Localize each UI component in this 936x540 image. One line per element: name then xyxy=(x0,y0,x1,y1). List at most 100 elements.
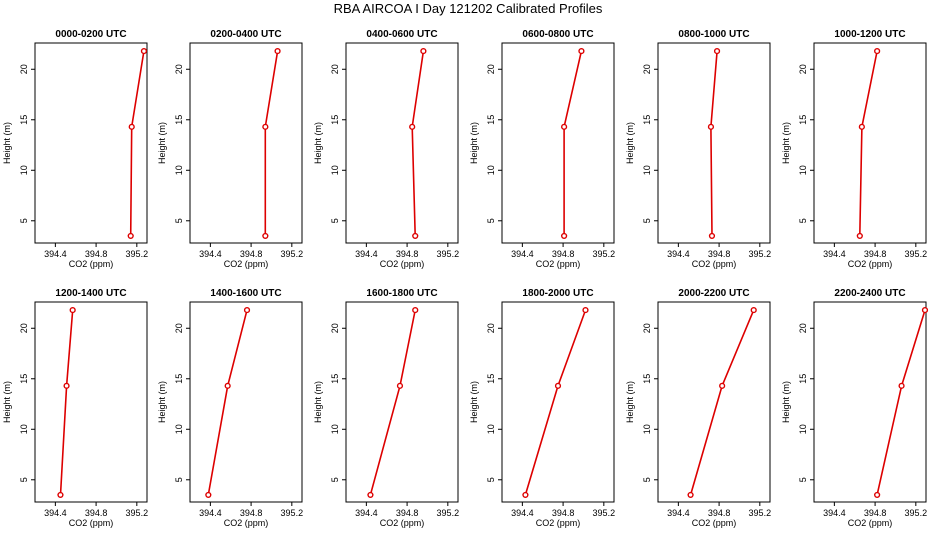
plot-frame xyxy=(813,42,927,244)
data-point xyxy=(874,47,881,55)
y-tick-label: 10 xyxy=(174,165,184,175)
profile-line xyxy=(563,50,583,236)
y-tick-label: 5 xyxy=(174,477,184,482)
y-axis-label: Height (m) xyxy=(469,381,479,423)
profile-line xyxy=(859,50,878,236)
data-point xyxy=(128,123,135,130)
x-tick-label: 394.8 xyxy=(708,249,731,259)
profile-panel: 0000-0200 UTC 394.4 394.8 395.2 5 10 15 20 CO2 (… xyxy=(2,29,148,269)
panel-title: 1400-1600 UTC xyxy=(210,288,281,299)
profile-line xyxy=(129,50,145,236)
x-tick-label: 394.4 xyxy=(355,249,378,259)
y-tick-label: 20 xyxy=(642,323,652,333)
data-point xyxy=(140,47,148,55)
y-tick-label: 10 xyxy=(330,424,340,434)
data-point xyxy=(205,491,212,499)
y-tick-label: 5 xyxy=(642,218,652,223)
y-tick-label: 5 xyxy=(330,218,340,223)
x-tick-label: 394.4 xyxy=(44,249,67,259)
plot-frame xyxy=(189,301,303,503)
y-tick-label: 15 xyxy=(642,115,652,125)
x-axis-label: CO2 (ppm) xyxy=(380,259,425,269)
x-tick-label: 394.8 xyxy=(85,508,108,518)
x-axis-label: CO2 (ppm) xyxy=(69,259,114,269)
data-point xyxy=(582,306,589,314)
x-axis-label: CO2 (ppm) xyxy=(224,259,269,269)
x-axis-label: CO2 (ppm) xyxy=(848,259,893,269)
y-tick-label: 10 xyxy=(486,165,496,175)
y-tick-label: 15 xyxy=(330,115,340,125)
data-point xyxy=(262,232,269,240)
y-tick-label: 15 xyxy=(19,374,29,384)
y-axis-label: Height (m) xyxy=(781,381,791,423)
x-tick-label: 394.4 xyxy=(667,508,690,518)
x-tick-label: 395.2 xyxy=(126,508,149,518)
x-tick-label: 395.2 xyxy=(749,508,772,518)
y-tick-label: 15 xyxy=(486,374,496,384)
profile-panel: 2000-2200 UTC 394.4 394.8 395.2 5 10 15 20 CO2 (… xyxy=(625,288,771,528)
x-tick-label: 394.4 xyxy=(355,508,378,518)
y-tick-label: 20 xyxy=(486,323,496,333)
y-tick-label: 20 xyxy=(798,64,808,74)
y-tick-label: 15 xyxy=(19,115,29,125)
y-tick-label: 20 xyxy=(174,323,184,333)
plot-frame xyxy=(345,42,459,244)
x-axis-label: CO2 (ppm) xyxy=(848,518,893,528)
page-title: RBA AIRCOA I Day 121202 Calibrated Profi… xyxy=(333,1,603,16)
profile-panel: 1400-1600 UTC 394.4 394.8 395.2 5 10 15 20 CO2 (… xyxy=(157,288,303,528)
y-tick-label: 5 xyxy=(486,218,496,223)
data-point xyxy=(412,232,419,240)
y-tick-label: 10 xyxy=(642,165,652,175)
x-tick-label: 394.4 xyxy=(511,508,534,518)
data-point xyxy=(719,382,726,389)
y-axis-label: Height (m) xyxy=(157,381,167,423)
plot-frame xyxy=(501,42,615,244)
profile-line xyxy=(710,51,718,236)
y-tick-label: 15 xyxy=(174,115,184,125)
panel-title: 2200-2400 UTC xyxy=(834,288,905,299)
data-point xyxy=(63,382,70,389)
data-point xyxy=(69,306,76,314)
x-tick-label: 394.4 xyxy=(667,249,690,259)
x-tick-label: 395.2 xyxy=(281,249,304,259)
y-tick-label: 20 xyxy=(642,64,652,74)
data-point xyxy=(687,491,694,499)
y-tick-label: 5 xyxy=(19,218,29,223)
x-axis-label: CO2 (ppm) xyxy=(692,518,737,528)
data-point xyxy=(561,232,568,240)
data-point xyxy=(243,306,251,314)
profile-line xyxy=(411,50,425,236)
y-tick-label: 15 xyxy=(174,374,184,384)
y-tick-label: 10 xyxy=(19,424,29,434)
plot-frame xyxy=(34,301,148,503)
x-axis-label: CO2 (ppm) xyxy=(536,518,581,528)
y-tick-label: 5 xyxy=(330,477,340,482)
plot-frame xyxy=(657,301,771,503)
data-point xyxy=(858,123,865,130)
data-point xyxy=(856,232,863,240)
profile-panel: 1600-1800 UTC 394.4 394.8 395.2 5 10 15 20 CO2 (… xyxy=(313,288,459,528)
data-point xyxy=(522,491,529,499)
panel-title: 2000-2200 UTC xyxy=(678,288,749,299)
data-point xyxy=(262,123,269,130)
x-tick-label: 394.8 xyxy=(864,508,887,518)
x-axis-label: CO2 (ppm) xyxy=(69,518,114,528)
y-tick-label: 20 xyxy=(174,64,184,74)
x-tick-label: 394.4 xyxy=(823,508,846,518)
y-tick-label: 10 xyxy=(798,424,808,434)
y-axis-label: Height (m) xyxy=(625,122,635,164)
x-axis-label: CO2 (ppm) xyxy=(224,518,269,528)
y-tick-label: 5 xyxy=(174,218,184,223)
y-tick-label: 10 xyxy=(19,165,29,175)
data-point xyxy=(412,306,419,314)
data-point xyxy=(874,491,881,499)
panel-title: 1200-1400 UTC xyxy=(55,288,126,299)
data-point xyxy=(57,491,64,499)
x-tick-label: 395.2 xyxy=(437,249,460,259)
data-point xyxy=(707,123,715,130)
y-tick-label: 15 xyxy=(798,115,808,125)
y-tick-label: 15 xyxy=(330,374,340,384)
y-axis-label: Height (m) xyxy=(313,381,323,423)
data-point xyxy=(921,306,929,314)
